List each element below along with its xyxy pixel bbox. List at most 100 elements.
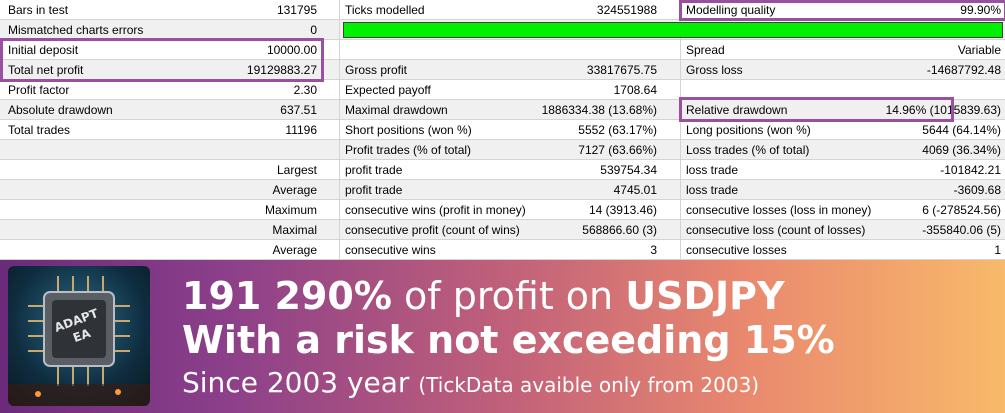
report-row: Total net profit 19129883.27 Gross profit 3…	[0, 60, 1005, 80]
report-cell-c3: consecutive wins (profit in money)	[345, 203, 526, 217]
report-row: Average profit trade 4745.01 loss trade -360…	[0, 180, 1005, 200]
report-cell-c2: 0	[310, 23, 317, 37]
report-cell-c4: 568866.60 (3)	[582, 223, 657, 237]
report-cell-c5: Modelling quality	[686, 3, 776, 17]
report-cell-c4	[345, 40, 657, 60]
report-row: Bars in test 131795 Ticks modelled 32455198…	[0, 0, 1005, 20]
report-cell-c5: Spread	[686, 43, 725, 57]
report-cell-c6: 14.96% (1015839.63)	[885, 103, 1001, 117]
report-cell-c1: Profit factor	[8, 83, 70, 97]
report-cell-c2: 19129883.27	[246, 63, 317, 77]
profit-percent: 191 290%	[182, 274, 392, 318]
report-cell-c2: Average	[272, 183, 317, 197]
report-cell-c3: Expected payoff	[345, 83, 431, 97]
report-row: Maximum consecutive wins (profit in money…	[0, 200, 1005, 220]
report-cell-c5: loss trade	[686, 183, 739, 197]
column-separator	[339, 80, 340, 100]
report-cell-c1: Bars in test	[8, 3, 69, 17]
report-cell-c3: Maximal drawdown	[345, 103, 448, 117]
report-cell-c6: 4069 (36.34%)	[922, 143, 1001, 157]
column-separator	[680, 100, 681, 120]
column-separator	[339, 0, 340, 20]
banner-line-3: Since 2003 year (TickData avaible only f…	[182, 366, 759, 399]
report-cell-c3: profit trade	[345, 163, 403, 177]
report-cell-c4: 3	[650, 243, 657, 257]
report-cell-c6: -355840.06 (5)	[922, 223, 1001, 237]
report-cell-c2: 131795	[276, 3, 317, 17]
strategy-tester-report: Bars in test 131795 Ticks modelled 32455198…	[0, 0, 1005, 260]
report-cell-c5: Long positions (won %)	[686, 123, 811, 137]
chip-label-2: EA	[71, 326, 93, 345]
report-cell-c4: 1708.64	[613, 83, 657, 97]
report-cell-c5: consecutive losses (loss in money)	[686, 203, 872, 217]
report-cell-c4: 33817675.75	[586, 63, 657, 77]
report-cell-c5: Gross loss	[686, 63, 743, 77]
report-cell-c3: profit trade	[345, 183, 403, 197]
modelling-quality-bar	[343, 22, 1003, 38]
report-cell-c6: -14687792.48	[926, 63, 1001, 77]
report-cell-c2: 637.51	[280, 103, 317, 117]
since-text: Since 2003 year	[182, 366, 419, 399]
profit-text: of profit on	[391, 274, 626, 318]
report-cell-c2: 2.30	[293, 83, 317, 97]
column-separator	[339, 60, 340, 80]
report-row: Profit factor 2.30 Expected payoff 1708.64	[0, 80, 1005, 100]
report-cell-c5: consecutive loss (count of losses)	[686, 223, 866, 237]
column-separator	[339, 240, 340, 260]
report-cell-c3: consecutive wins	[345, 243, 436, 257]
column-separator	[680, 120, 681, 140]
symbol-text: USDJPY	[625, 274, 785, 318]
report-row: Total trades 11196 Short positions (won %)…	[0, 120, 1005, 140]
column-separator	[339, 180, 340, 200]
column-separator	[680, 140, 681, 160]
column-separator	[339, 20, 340, 40]
report-cell-c2: Average	[272, 243, 317, 257]
report-cell-c2: Maximal	[272, 223, 317, 237]
report-cell-c6: -3609.68	[953, 183, 1001, 197]
column-separator	[339, 100, 340, 120]
column-separator	[339, 120, 340, 140]
report-cell-c2: 10000.00	[266, 43, 317, 57]
column-separator	[339, 40, 340, 60]
report-cell-c2: Largest	[276, 163, 317, 177]
report-cell-c6	[686, 80, 1001, 100]
report-row: Profit trades (% of total) 7127 (63.66%) L…	[0, 140, 1005, 160]
report-cell-c6: 5644 (64.14%)	[922, 123, 1001, 137]
column-separator	[339, 220, 340, 240]
report-cell-c6: 1	[994, 243, 1001, 257]
column-separator	[680, 0, 681, 20]
report-cell-c3: Profit trades (% of total)	[345, 143, 472, 157]
column-separator	[680, 160, 681, 180]
report-row: Average consecutive wins 3 consecutive loss…	[0, 240, 1005, 260]
promo-banner: ADAPT EA 191 290% of profit on USDJPY Wi…	[0, 260, 1005, 413]
report-row: Largest profit trade 539754.34 loss trade -1…	[0, 160, 1005, 180]
report-cell-c1: Initial deposit	[8, 43, 79, 57]
report-cell-c2	[0, 140, 317, 160]
report-cell-c6: 99.90%	[960, 3, 1001, 17]
report-cell-c1: Total net profit	[8, 63, 84, 77]
report-cell-c6: -101842.21	[940, 163, 1001, 177]
banner-line-1: 191 290% of profit on USDJPY	[182, 274, 785, 318]
report-cell-c3: Gross profit	[345, 63, 408, 77]
report-cell-c4: 14 (3913.46)	[588, 203, 657, 217]
tickdata-note: (TickData avaible only from 2003)	[418, 373, 760, 397]
report-cell-c5: Relative drawdown	[686, 103, 788, 117]
report-cell-c5: consecutive losses	[686, 243, 787, 257]
report-cell-c3: consecutive profit (count of wins)	[345, 223, 520, 237]
report-cell-c4: 5552 (63.17%)	[578, 123, 657, 137]
column-separator	[680, 80, 681, 100]
report-cell-c2: Maximum	[264, 203, 317, 217]
column-separator	[339, 200, 340, 220]
column-separator	[680, 200, 681, 220]
report-cell-c5: loss trade	[686, 163, 739, 177]
column-separator	[680, 220, 681, 240]
column-separator	[680, 40, 681, 60]
column-separator	[339, 160, 340, 180]
report-cell-c5: Loss trades (% of total)	[686, 143, 810, 157]
report-row: Maximal consecutive profit (count of wins…	[0, 220, 1005, 240]
report-cell-c3: Ticks modelled	[345, 3, 425, 17]
report-cell-c4: 4745.01	[613, 183, 657, 197]
report-cell-c1: Mismatched charts errors	[8, 23, 144, 37]
ai-chip-image: ADAPT EA	[8, 266, 150, 406]
report-cell-c4: 1886334.38 (13.68%)	[541, 103, 657, 117]
